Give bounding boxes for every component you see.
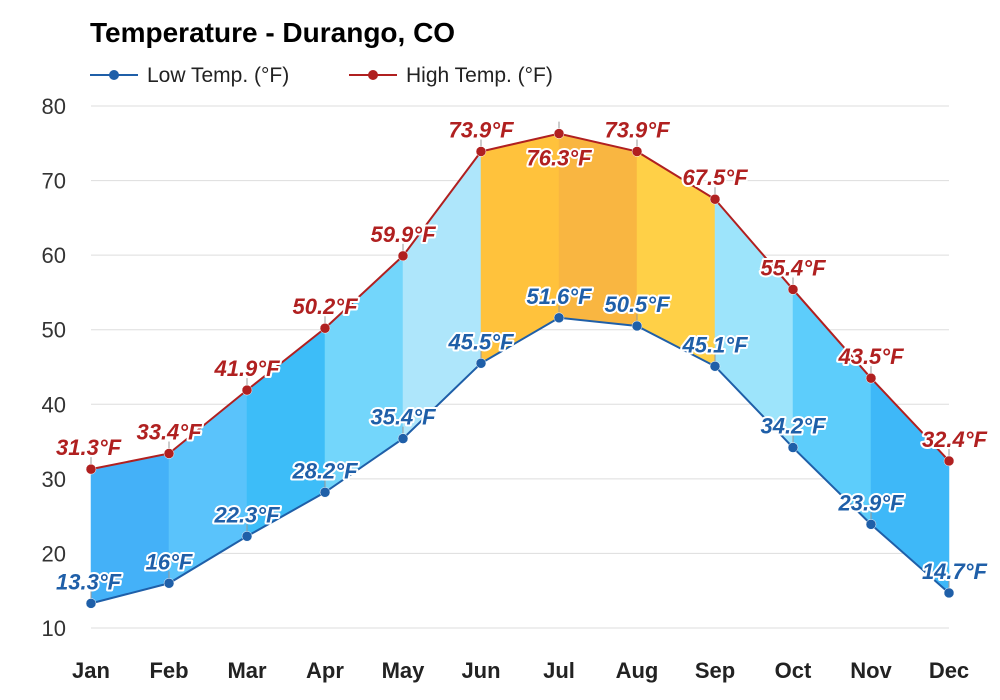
x-tick-label: Dec	[929, 658, 969, 683]
high-temp-point	[865, 372, 877, 384]
low-temp-point	[241, 531, 253, 542]
x-tick-label: Mar	[227, 658, 267, 683]
x-axis-ticks: Jan Feb Mar Apr May Jun Jul Aug Sep Oct Nov Dec	[72, 658, 969, 683]
high-temp-label: 31.3°F	[56, 435, 122, 460]
high-temp-point	[319, 322, 331, 334]
y-axis-ticks: 10 20 30 40 50 60 70 80	[42, 94, 66, 641]
low-temp-label: 34.2°F	[760, 414, 826, 439]
y-tick-label: 70	[42, 169, 66, 194]
x-tick-label: Apr	[306, 658, 344, 683]
high-temp-label: 73.9°F	[448, 117, 514, 142]
high-temp-label: 43.5°F	[837, 344, 904, 369]
low-temp-label: 23.9°F	[837, 490, 904, 515]
high-temp-label: 67.5°F	[682, 165, 748, 190]
low-temp-point	[475, 358, 487, 369]
x-tick-label: Jul	[543, 658, 575, 683]
low-temp-label: 28.2°F	[291, 458, 358, 483]
high-temp-point	[631, 146, 643, 157]
low-temp-point	[787, 442, 799, 453]
y-tick-label: 30	[42, 467, 66, 492]
x-tick-label: Jan	[72, 658, 110, 683]
high-temp-point	[553, 128, 565, 139]
high-temp-point	[85, 463, 97, 475]
low-temp-line	[90, 316, 950, 605]
low-temp-label: 16°F	[146, 549, 193, 574]
y-tick-label: 60	[42, 243, 66, 268]
high-temp-label: 76.3°F	[526, 146, 592, 171]
low-temp-label: 45.1°F	[681, 332, 748, 357]
legend-item-high: High Temp. (°F)	[349, 64, 553, 87]
legend-low-label: Low Temp. (°F)	[147, 64, 289, 87]
series-lines	[90, 132, 950, 605]
high-temp-label: 73.9°F	[604, 117, 670, 142]
low-temp-label: 45.5°F	[447, 329, 514, 354]
low-temp-label: 35.4°F	[370, 405, 436, 430]
high-temp-point	[709, 193, 721, 205]
x-tick-label: Sep	[695, 658, 735, 683]
high-temp-label: 50.2°F	[292, 294, 358, 319]
y-tick-label: 40	[42, 392, 66, 417]
data-labels: 13.3°F 16°F 22.3°F 28.2°F 35.4°F 45.5°F 51.6°F…	[54, 115, 990, 596]
high-temp-label: 59.9°F	[370, 222, 436, 247]
x-tick-label: May	[382, 658, 426, 683]
low-temp-point	[865, 519, 877, 530]
high-temp-label: 32.4°F	[922, 427, 988, 452]
legend-low-marker	[109, 70, 119, 80]
legend-high-label: High Temp. (°F)	[406, 64, 553, 87]
temperature-band	[714, 198, 794, 449]
low-temp-point	[631, 320, 643, 332]
low-temp-point	[319, 487, 331, 498]
low-temp-point	[397, 433, 409, 444]
y-tick-label: 10	[42, 616, 66, 641]
x-tick-label: Oct	[775, 658, 812, 683]
high-temp-label: 33.4°F	[136, 420, 202, 445]
legend: Low Temp. (°F) High Temp. (°F)	[90, 64, 553, 87]
low-temp-label: 50.5°F	[604, 292, 670, 317]
y-tick-label: 20	[42, 541, 66, 566]
high-temp-point	[475, 146, 487, 157]
high-temp-point	[163, 448, 175, 459]
low-temp-point	[163, 578, 175, 589]
low-temp-point	[943, 587, 955, 599]
high-temp-point	[943, 455, 955, 467]
temperature-band	[792, 288, 872, 525]
low-temp-point	[85, 598, 97, 609]
legend-item-low: Low Temp. (°F)	[90, 64, 289, 87]
low-temp-label: 51.6°F	[526, 284, 592, 309]
x-tick-label: Nov	[850, 658, 892, 683]
y-tick-label: 80	[42, 94, 66, 119]
high-temp-point	[241, 384, 253, 396]
series-points	[85, 121, 955, 609]
high-temp-point	[397, 250, 409, 262]
low-temp-label: 13.3°F	[56, 569, 122, 594]
x-tick-label: Aug	[616, 658, 659, 683]
low-temp-point	[709, 361, 721, 372]
low-temp-label: 14.7°F	[922, 559, 988, 584]
legend-high-marker	[368, 70, 378, 80]
x-tick-label: Jun	[461, 658, 500, 683]
high-temp-label: 41.9°F	[213, 356, 280, 381]
low-temp-point	[553, 312, 565, 324]
low-temp-label: 22.3°F	[213, 502, 280, 527]
y-tick-label: 50	[42, 318, 66, 343]
chart-title: Temperature - Durango, CO	[90, 17, 455, 48]
x-tick-label: Feb	[149, 658, 188, 683]
temperature-band	[402, 150, 482, 440]
high-temp-point	[787, 284, 799, 295]
high-temp-label: 55.4°F	[760, 255, 826, 280]
temperature-bands	[90, 133, 950, 604]
high-temp-line	[90, 132, 950, 471]
